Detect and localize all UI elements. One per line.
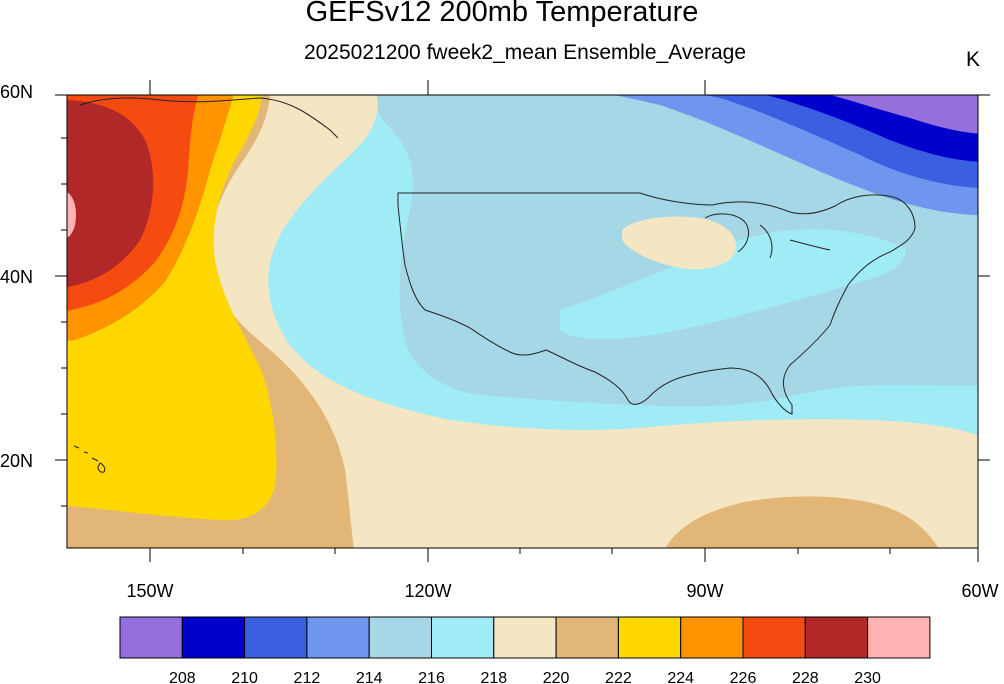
colorbar-label: 224 bbox=[667, 670, 694, 684]
colorbar-label: 228 bbox=[792, 670, 819, 684]
colorbar-label: 230 bbox=[854, 670, 881, 684]
map-subtitle: 2025021200 fweek2_mean Ensemble_Average bbox=[303, 41, 747, 64]
colorbar-label: 208 bbox=[169, 670, 196, 684]
colorbar-swatch bbox=[867, 616, 931, 659]
colorbar-swatch bbox=[742, 616, 806, 659]
hawaii-islands bbox=[73, 445, 106, 473]
colorbar-label: 212 bbox=[294, 670, 321, 684]
band-218-lobe bbox=[560, 229, 906, 339]
band-230 bbox=[67, 100, 154, 288]
band-232 bbox=[67, 192, 76, 238]
lon-label-150w: 150W bbox=[126, 581, 173, 601]
colorbar-swatch bbox=[555, 616, 619, 659]
colorbar-swatch bbox=[493, 616, 557, 659]
colorbar-swatch bbox=[680, 616, 744, 659]
lon-label-60w: 60W bbox=[961, 581, 998, 601]
lat-ticks bbox=[55, 94, 990, 507]
coastline-north bbox=[79, 97, 339, 139]
colorbar-swatch bbox=[306, 616, 370, 659]
lat-label-40n: 40N bbox=[0, 267, 33, 287]
colorbar: 208 210 212 214 216 218 220 222 224 226 228 230 bbox=[119, 616, 931, 684]
lon-label-90w: 90W bbox=[686, 581, 723, 601]
band-208 bbox=[830, 95, 978, 134]
blob-222-south bbox=[665, 496, 939, 548]
colorbar-label: 220 bbox=[543, 670, 570, 684]
colorbar-label: 210 bbox=[231, 670, 258, 684]
colorbar-swatch bbox=[431, 616, 495, 659]
colorbar-label: 214 bbox=[356, 670, 383, 684]
units-label: K bbox=[966, 48, 981, 71]
lon-ticks bbox=[149, 80, 979, 562]
colorbar-swatch bbox=[119, 616, 183, 659]
colorbar-swatch bbox=[617, 616, 682, 659]
usa-outline bbox=[397, 192, 916, 415]
colorbar-swatch bbox=[244, 616, 308, 659]
lat-label-60n: 60N bbox=[0, 82, 33, 102]
blob-220-midwest bbox=[622, 216, 736, 270]
colorbar-label: 218 bbox=[480, 670, 507, 684]
map-title: GEFSv12 200mb Temperature bbox=[305, 0, 699, 28]
colorbar-label: 226 bbox=[730, 670, 757, 684]
colorbar-label: 222 bbox=[605, 670, 632, 684]
lon-label-120w: 120W bbox=[404, 581, 451, 601]
colorbar-label: 216 bbox=[418, 670, 445, 684]
colorbar-swatch bbox=[368, 616, 433, 659]
colorbar-swatch bbox=[804, 616, 869, 659]
lat-label-20n: 20N bbox=[0, 451, 33, 471]
great-lakes bbox=[704, 213, 831, 259]
colorbar-swatch bbox=[181, 616, 246, 659]
temperature-field bbox=[67, 95, 978, 548]
